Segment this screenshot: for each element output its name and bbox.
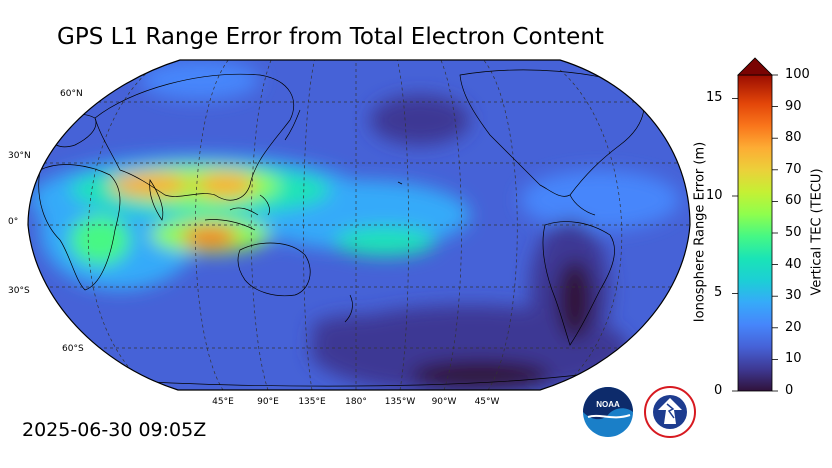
lon-label-135w: 135°W (384, 397, 416, 407)
tec-axis-label: Vertical TEC (TECU) (809, 168, 825, 296)
colorbar-right-ticks (772, 74, 778, 392)
tec-tick-30: 30 (785, 288, 802, 304)
map-title: GPS L1 Range Error from Total Electron C… (57, 24, 604, 50)
timestamp: 2025-06-30 09:05Z (22, 419, 207, 441)
colorbar-gradient (737, 74, 773, 392)
tec-tick-20: 20 (785, 319, 802, 335)
error-tick-5: 5 (714, 285, 723, 300)
tec-tick-10: 10 (785, 351, 802, 367)
lon-label-180: 180° (345, 397, 367, 407)
lat-label-30s: 30°S (8, 286, 30, 296)
colorbar (732, 57, 778, 392)
lat-label-30n: 30°N (8, 151, 31, 161)
lon-label-135e: 135°E (298, 397, 326, 407)
agency-logos: NOAA (583, 386, 696, 438)
tec-tick-0: 0 (785, 383, 794, 398)
range-error-axis-label: Ionosphere Range Error (m) (692, 141, 708, 323)
noaa-logo-text: NOAA (596, 400, 620, 409)
colorbar-left-ticks (732, 98, 738, 392)
lat-label-60n: 60°N (60, 89, 83, 99)
tec-tick-90: 90 (785, 98, 802, 114)
error-tick-15: 15 (706, 90, 723, 105)
nws-logo (644, 386, 696, 438)
error-tick-10: 10 (706, 188, 723, 203)
lon-label-45w: 45°W (474, 397, 500, 407)
noaa-logo: NOAA (583, 387, 633, 437)
tec-tick-60: 60 (785, 193, 802, 209)
tec-tick-100: 100 (785, 67, 810, 82)
error-tick-0: 0 (714, 383, 723, 398)
tec-tick-70: 70 (785, 161, 802, 177)
tec-tick-50: 50 (785, 225, 802, 240)
tec-tick-80: 80 (785, 130, 802, 146)
lon-label-90w: 90°W (431, 397, 457, 407)
lon-label-90e: 90°E (257, 397, 279, 407)
tec-tick-40: 40 (785, 256, 802, 272)
lon-label-45e: 45°E (212, 397, 234, 407)
lat-label-60s: 60°S (62, 344, 84, 354)
lat-label-0: 0° (8, 217, 19, 227)
graticule (28, 60, 690, 390)
colorbar-extend-arrow (737, 57, 773, 76)
globe-outline (27, 59, 691, 391)
